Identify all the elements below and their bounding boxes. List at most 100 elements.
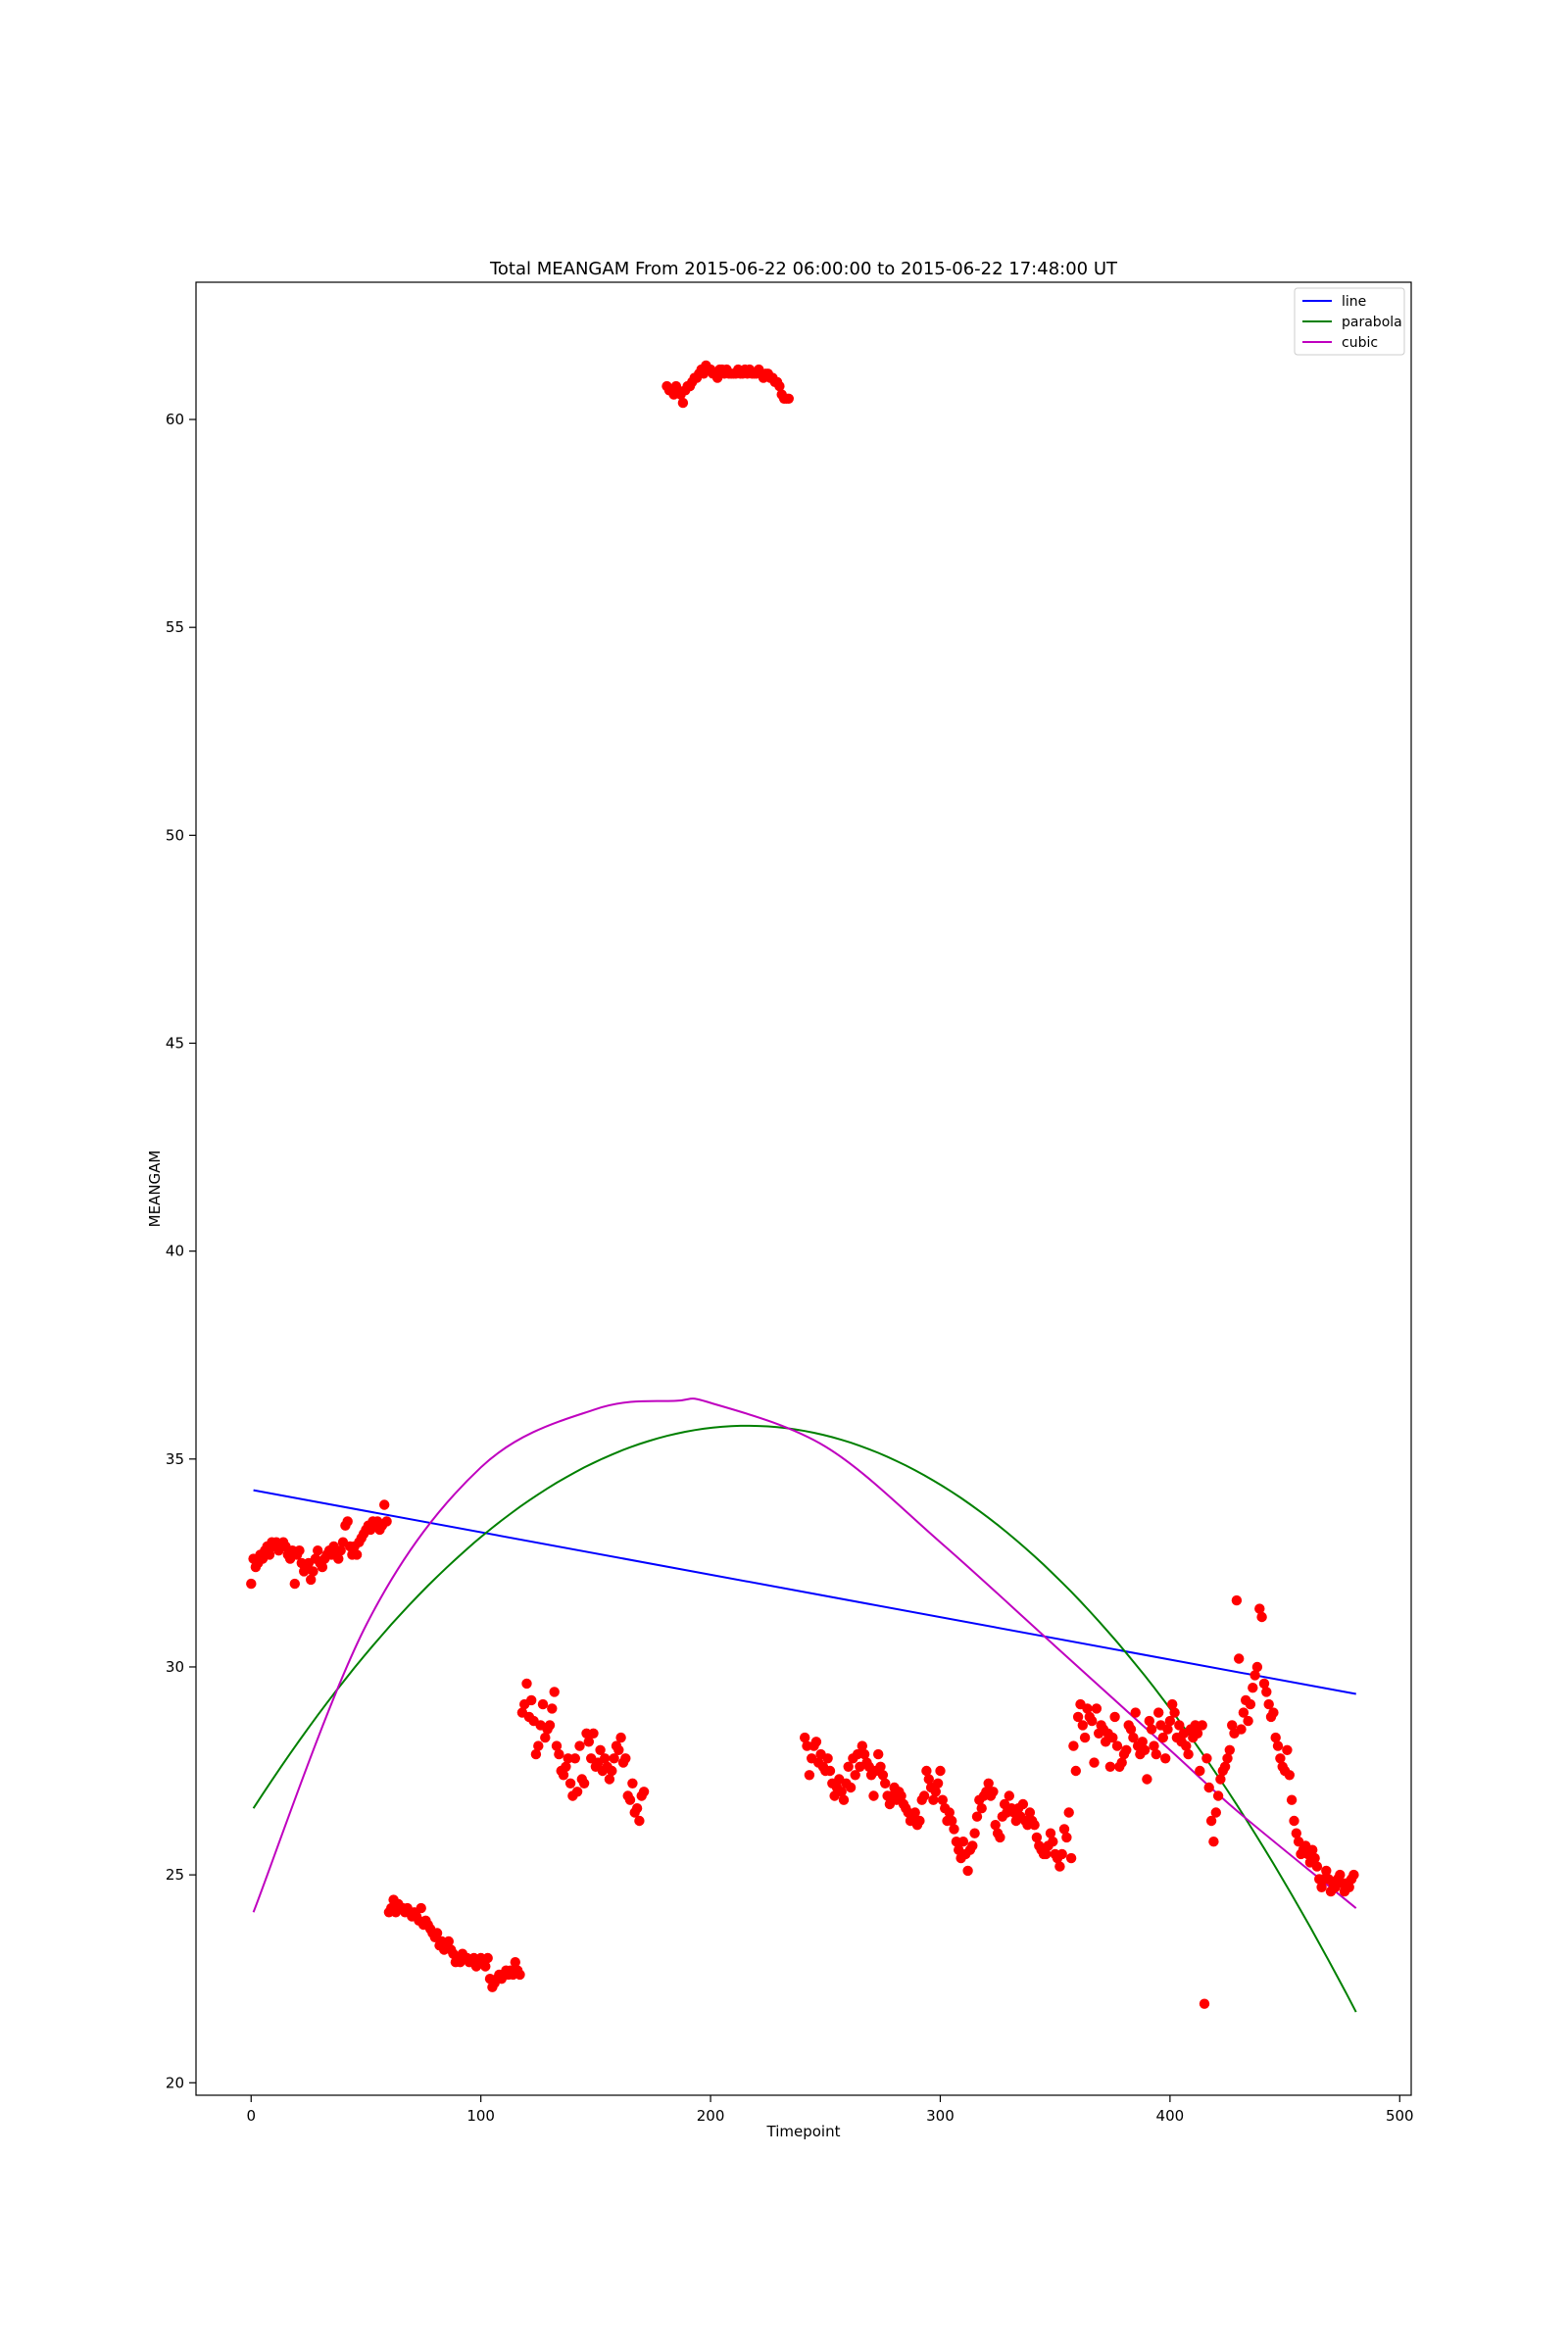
scatter-point [564, 1778, 576, 1789]
scatter-point [549, 1687, 560, 1697]
scatter-point [838, 1794, 850, 1805]
scatter-point [1077, 1720, 1089, 1731]
scatter-point [514, 1969, 525, 1981]
scatter-point [962, 1865, 973, 1877]
scatter-point [1048, 1837, 1058, 1847]
scatter-point [306, 1574, 317, 1586]
scatter-point [1254, 1603, 1265, 1614]
scatter-point [935, 1765, 946, 1777]
axes-frame [195, 281, 1412, 2096]
scatter-point [875, 1761, 886, 1773]
legend-box [1294, 287, 1405, 356]
scatter-point [1164, 1715, 1176, 1727]
scatter-point [850, 1770, 860, 1781]
scatter-point [335, 1545, 346, 1556]
scatter-point [988, 1787, 999, 1797]
y-tick-label: 40 [166, 1243, 184, 1260]
scatter-point [1029, 1820, 1040, 1831]
legend-entries: line parabola cubic [1302, 294, 1402, 351]
scatter-point [1065, 1852, 1077, 1864]
scatter-point [351, 1549, 363, 1560]
scatter-point [1181, 1740, 1192, 1751]
x-tick-label: 0 [246, 2107, 256, 2125]
scatter-point [976, 1803, 987, 1814]
scatter-point [1087, 1715, 1098, 1727]
scatter-point [1068, 1740, 1079, 1751]
scatter-point [1167, 1698, 1178, 1710]
scatter-point [537, 1698, 549, 1710]
scatter-point [600, 1753, 611, 1764]
scatter-point [544, 1720, 556, 1731]
scatter-point [1169, 1707, 1180, 1718]
scatter-point [804, 1770, 815, 1781]
scatter-point [1054, 1861, 1065, 1872]
scatter-point [1224, 1744, 1236, 1756]
scatter-point [1316, 1882, 1327, 1893]
scatter-point [615, 1732, 626, 1743]
scatter-point [1072, 1711, 1084, 1723]
scatter-point [1307, 1844, 1318, 1855]
scatter-point [914, 1815, 925, 1827]
scatter-point [1270, 1732, 1281, 1743]
scatter-point [530, 1748, 542, 1760]
scatter-point [957, 1837, 969, 1847]
scatter-point [1107, 1732, 1118, 1743]
scatter-point [1212, 1790, 1224, 1801]
scatter-point [1243, 1715, 1253, 1727]
scatter-point [1151, 1748, 1162, 1760]
scatter-point [932, 1778, 944, 1789]
scatter-point [1245, 1698, 1256, 1710]
scatter-point [595, 1744, 606, 1756]
scatter-point [571, 1787, 583, 1797]
scatter-point [971, 1811, 983, 1822]
scatter-point [1348, 1869, 1359, 1881]
scatter-point [1128, 1732, 1139, 1743]
scatter-points [246, 360, 1359, 2009]
scatter-point [1174, 1720, 1185, 1731]
scatter-point [1004, 1790, 1015, 1801]
scatter-point [1121, 1744, 1132, 1756]
scatter-point [1286, 1794, 1298, 1805]
scatter-point [1116, 1757, 1127, 1768]
scatter-point [1082, 1703, 1093, 1714]
scatter-point [1227, 1720, 1238, 1731]
x-tick-label: 200 [697, 2107, 725, 2125]
y-tick-label: 50 [166, 826, 184, 844]
scatter-point [1215, 1774, 1226, 1785]
scatter-point [1263, 1698, 1274, 1710]
scatter-point [1275, 1753, 1286, 1764]
scatter-point [547, 1703, 558, 1714]
scatter-point [1162, 1724, 1173, 1735]
y-tick-label: 30 [166, 1658, 184, 1676]
scatter-point [845, 1782, 857, 1793]
scatter-point [1309, 1852, 1320, 1864]
scatter-point [1248, 1683, 1258, 1693]
scatter-point [333, 1553, 344, 1564]
scatter-point [620, 1753, 631, 1764]
scatter-point [431, 1928, 443, 1938]
scatter-point [774, 380, 785, 392]
scatter-point [1109, 1711, 1120, 1723]
scatter-point [1149, 1740, 1159, 1751]
scatter-point [909, 1807, 920, 1818]
scatter-point [1041, 1848, 1052, 1860]
scatter-point [1344, 1882, 1354, 1893]
scatter-point [937, 1794, 948, 1805]
scatter-point [873, 1748, 884, 1760]
y-tick-label: 25 [166, 1866, 184, 1884]
scatter-point [1111, 1740, 1123, 1751]
scatter-point [264, 1549, 275, 1560]
scatter-point [1070, 1765, 1082, 1777]
scatter-point [1203, 1782, 1214, 1793]
scatter-point [1231, 1594, 1243, 1606]
chart-title: Total MEANGAM From 2015-06-22 06:00:00 t… [489, 259, 1118, 279]
scatter-point [1282, 1744, 1293, 1756]
legend: line parabola cubic [1294, 287, 1405, 356]
scatter-point [1130, 1707, 1141, 1718]
scatter-point [1261, 1687, 1272, 1697]
x-axis-ticks: 0 100 200 300 400 500 [246, 2095, 1414, 2125]
scatter-point [1205, 1815, 1217, 1827]
scatter-point [1272, 1740, 1284, 1751]
scatter-point [1201, 1753, 1212, 1764]
scatter-point [624, 1794, 636, 1805]
